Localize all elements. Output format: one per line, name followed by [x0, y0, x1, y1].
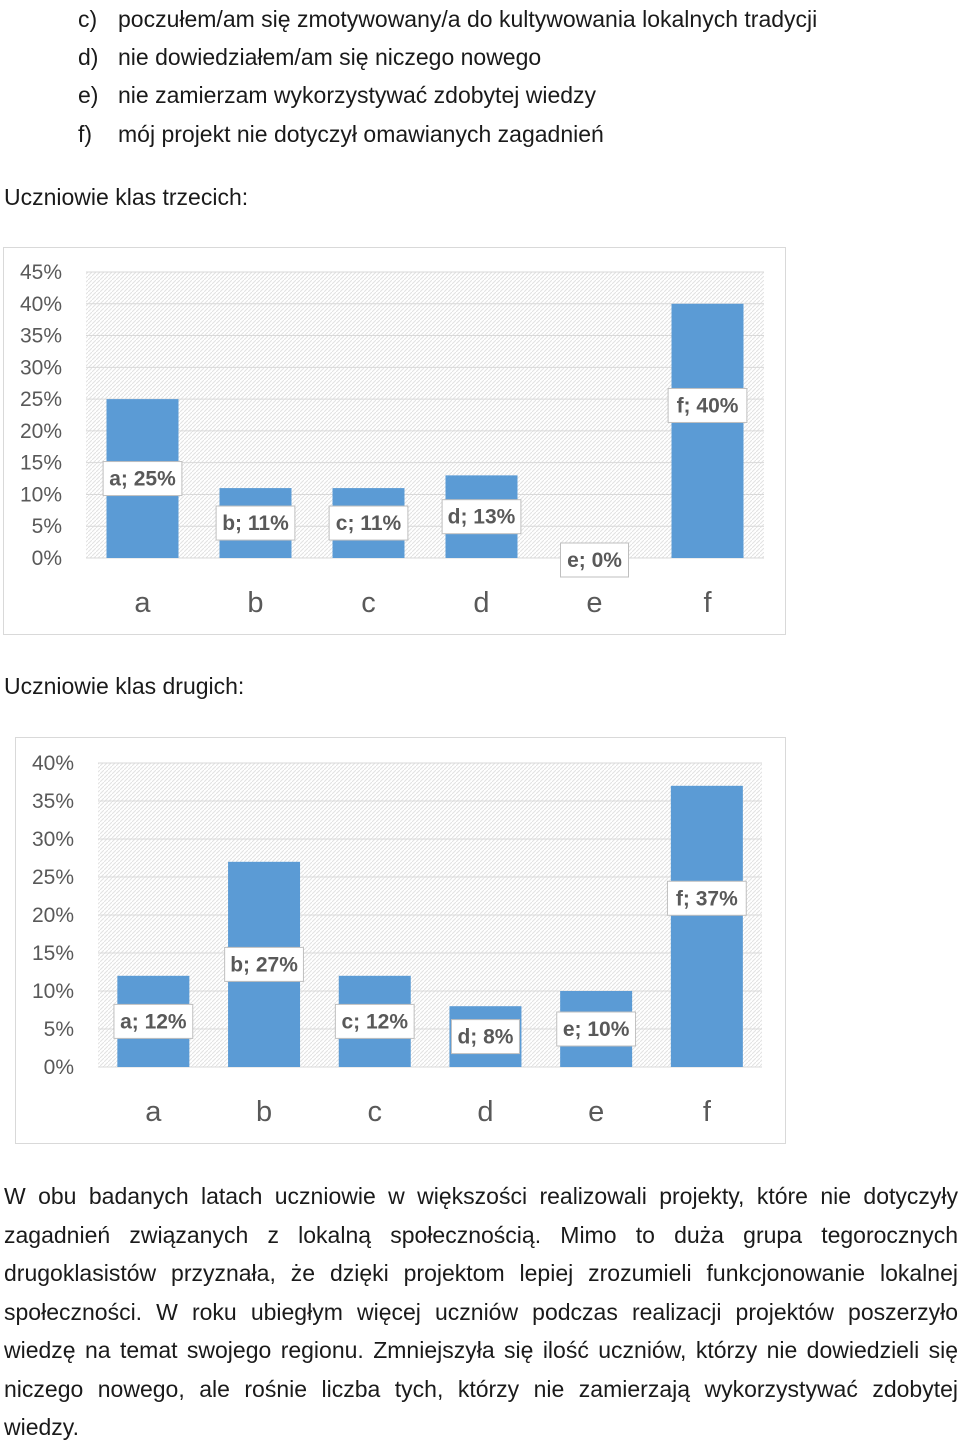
data-label-box	[334, 1003, 415, 1039]
option-text: poczułem/am się zmotywowany/a do kultywo…	[118, 5, 818, 32]
data-label-box	[328, 505, 409, 541]
data-label-box	[441, 499, 522, 535]
y-tick-label: 40%	[32, 752, 74, 775]
y-tick-label: 25%	[32, 866, 74, 889]
y-tick-label: 0%	[44, 1056, 74, 1079]
y-tick-label: 20%	[20, 420, 62, 443]
y-tick-label: 45%	[20, 261, 62, 284]
summary-paragraph: W obu badanych latach uczniowie w większ…	[4, 1183, 958, 1440]
bar-f	[670, 785, 743, 1067]
y-tick-label: 35%	[32, 790, 74, 813]
data-label-d: d; 8%	[450, 1019, 520, 1055]
second-grade-heading: Uczniowie klas drugich:	[4, 673, 245, 699]
y-tick-label: 0%	[32, 547, 62, 570]
y-tick-label: 5%	[44, 1018, 74, 1041]
data-label-box	[450, 1019, 520, 1055]
data-label-text: f; 37%	[676, 887, 738, 910]
data-label-text: c; 12%	[341, 1010, 408, 1033]
answer-option-c: c) poczułem/am się zmotywowany/a do kult…	[78, 0, 817, 38]
data-label-box	[224, 946, 304, 982]
data-label-a: a; 12%	[113, 1003, 194, 1039]
data-label-text: a; 12%	[120, 1010, 187, 1033]
data-label-b: b; 27%	[224, 946, 304, 982]
data-label-text: d; 8%	[457, 1026, 513, 1049]
data-label-text: c; 11%	[336, 512, 402, 535]
answer-option-f: f) mój projekt nie dotyczył omawianych z…	[78, 115, 817, 153]
data-label-a: a; 25%	[102, 461, 183, 497]
chart-svg: 45% 40% 35% 30% 25% 20% 15% 10% 5% 0% a; 25% a b; 11…	[20, 261, 764, 619]
x-category-label: c	[361, 587, 376, 619]
option-letter: d)	[78, 43, 99, 70]
answer-option-e: e) nie zamierzam wykorzystywać zdobytej …	[78, 77, 817, 115]
y-tick-label: 10%	[32, 980, 74, 1003]
answer-options-list: c) poczułem/am się zmotywowany/a do kult…	[78, 0, 817, 153]
second-grade-bar-chart: 40% 35% 30% 25% 20% 15% 10% 5% 0% a; 12% a b; 27% b c…	[15, 737, 786, 1144]
data-label-f: f; 40%	[667, 387, 748, 423]
data-label-d: d; 13%	[441, 499, 522, 535]
third-grade-bar-chart: 45% 40% 35% 30% 25% 20% 15% 10% 5% 0% a; 25% a b; 11…	[3, 247, 786, 635]
x-category-label: f	[703, 1096, 712, 1128]
x-category-label: e	[588, 1096, 604, 1128]
option-text: nie dowiedziałem/am się niczego nowego	[118, 43, 542, 70]
option-letter: e)	[78, 82, 99, 109]
y-tick-label: 30%	[20, 356, 62, 379]
y-tick-label: 5%	[32, 515, 62, 538]
y-tick-label: 10%	[20, 483, 62, 506]
x-category-label: c	[368, 1096, 383, 1128]
option-letter: f)	[78, 120, 93, 147]
data-label-box	[560, 542, 629, 578]
option-text: mój projekt nie dotyczył omawianych zaga…	[118, 120, 604, 147]
y-tick-label: 20%	[32, 904, 74, 927]
option-text: nie zamierzam wykorzystywać zdobytej wie…	[118, 82, 597, 109]
x-category-label: d	[473, 587, 489, 619]
data-label-text: b; 27%	[230, 953, 298, 976]
y-tick-label: 15%	[32, 942, 74, 965]
y-tick-label: 40%	[20, 293, 62, 316]
data-label-text: f; 40%	[677, 394, 739, 417]
x-category-label: b	[247, 587, 263, 619]
data-label-c: c; 11%	[328, 505, 409, 541]
plot-area-background	[86, 272, 764, 558]
data-label-box	[556, 1011, 637, 1047]
chart-svg: 40% 35% 30% 25% 20% 15% 10% 5% 0% a; 12% a b; 27% b c…	[32, 752, 762, 1128]
data-label-e: e; 0%	[560, 542, 629, 578]
data-label-text: b; 11%	[222, 512, 289, 535]
data-label-f: f; 37%	[666, 880, 747, 916]
x-category-label: b	[256, 1096, 272, 1128]
data-label-text: e; 10%	[563, 1018, 630, 1041]
data-label-b: b; 11%	[215, 505, 296, 541]
data-label-text: d; 13%	[448, 506, 516, 529]
x-category-label: e	[586, 587, 602, 619]
third-grade-heading: Uczniowie klas trzecich:	[4, 184, 249, 210]
data-label-text: a; 25%	[109, 468, 176, 491]
x-category-label: d	[477, 1096, 493, 1128]
data-label-box	[667, 387, 748, 423]
data-label-box	[113, 1003, 194, 1039]
answer-option-d: d) nie dowiedziałem/am się niczego noweg…	[78, 38, 817, 76]
x-category-label: a	[134, 587, 151, 619]
data-label-box	[215, 505, 296, 541]
x-category-label: a	[145, 1096, 162, 1128]
bar-f	[671, 303, 744, 558]
data-label-box	[666, 880, 747, 916]
data-label-e: e; 10%	[556, 1011, 637, 1047]
data-label-text: e; 0%	[567, 549, 622, 572]
data-label-box	[102, 461, 183, 497]
y-tick-label: 15%	[20, 452, 62, 475]
y-tick-label: 35%	[20, 325, 62, 348]
y-tick-label: 25%	[20, 388, 62, 411]
x-category-label: f	[703, 587, 712, 619]
option-letter: c)	[78, 5, 98, 32]
y-tick-label: 30%	[32, 828, 74, 851]
data-label-c: c; 12%	[334, 1003, 415, 1039]
